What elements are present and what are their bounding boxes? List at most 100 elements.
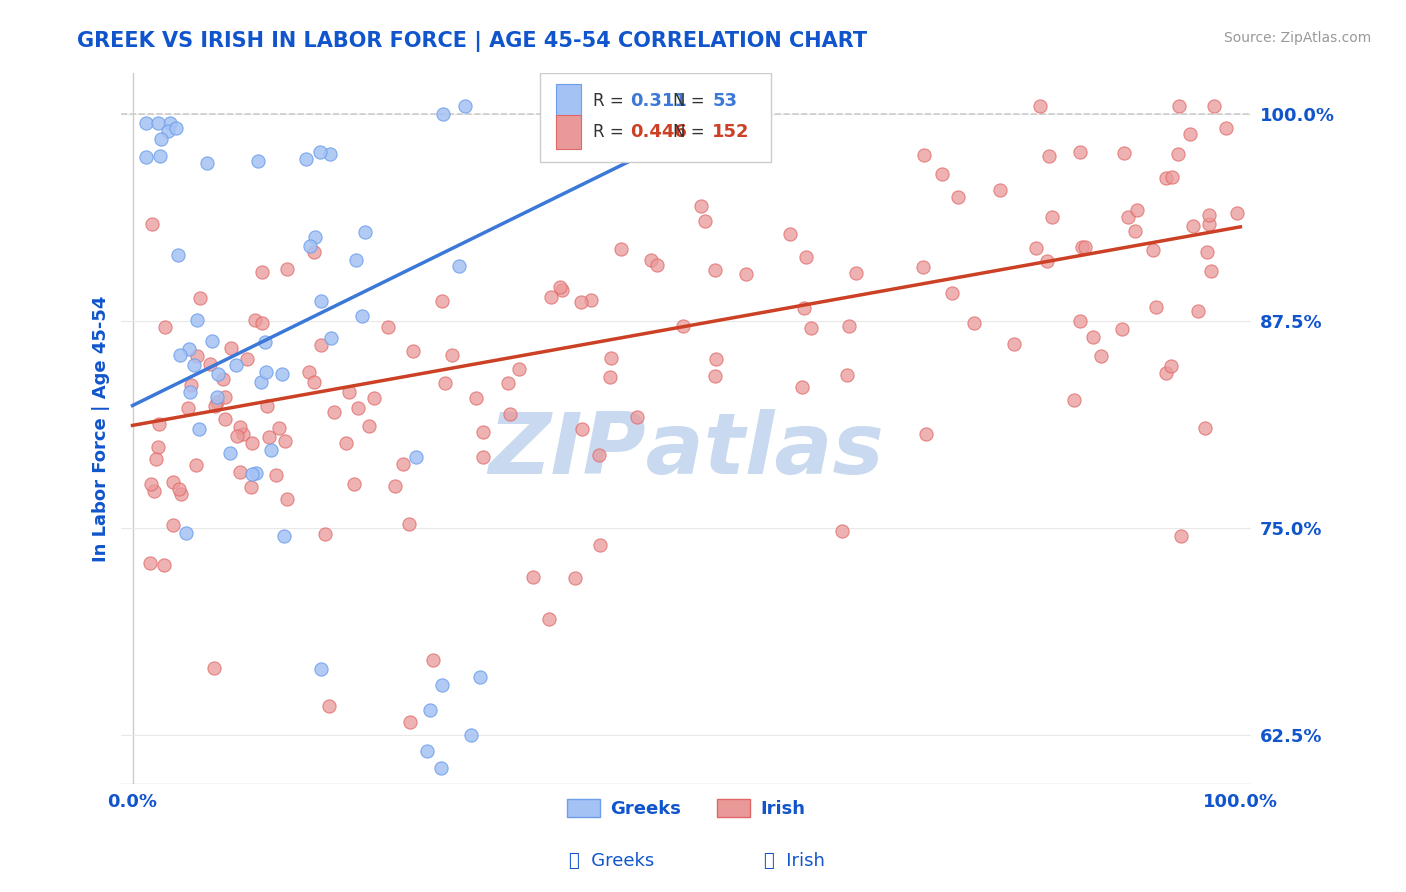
Point: [195, 156, 218, 170]
Point: [793, 301, 815, 315]
Point: [259, 430, 281, 444]
Text: GREEK VS IRISH IN LABOR FORCE | AGE 45-54 CORRELATION CHART: GREEK VS IRISH IN LABOR FORCE | AGE 45-5…: [77, 31, 868, 53]
Point: [260, 443, 283, 458]
Point: [1215, 120, 1237, 135]
FancyBboxPatch shape: [540, 73, 770, 162]
Point: [1226, 206, 1249, 220]
Point: [1160, 170, 1182, 185]
Point: [963, 316, 986, 330]
Point: [548, 280, 571, 294]
FancyBboxPatch shape: [557, 85, 581, 119]
Point: [135, 115, 157, 129]
Point: [146, 115, 169, 129]
Point: [239, 480, 262, 494]
Point: [337, 384, 360, 399]
Point: [1144, 301, 1167, 315]
Point: [146, 440, 169, 454]
Point: [250, 316, 273, 330]
Point: [229, 465, 252, 479]
Text: 0.446: 0.446: [630, 123, 686, 141]
Point: [1198, 217, 1220, 231]
Point: [250, 375, 273, 389]
Point: [911, 260, 934, 274]
Point: [471, 425, 494, 440]
Point: [704, 352, 727, 367]
Point: [564, 571, 586, 585]
Point: [266, 467, 288, 482]
Point: [430, 761, 453, 775]
Point: [184, 458, 207, 472]
Point: [141, 476, 163, 491]
Point: [1069, 145, 1091, 159]
Point: [319, 146, 342, 161]
Text: ZIP​atlas: ZIP​atlas: [488, 409, 884, 491]
Point: [179, 384, 201, 399]
Point: [838, 319, 860, 334]
Point: [1180, 127, 1202, 141]
Point: [174, 526, 197, 541]
Point: [145, 452, 167, 467]
Point: [540, 290, 562, 304]
Point: [186, 350, 208, 364]
Point: [354, 225, 377, 239]
Point: [276, 262, 298, 277]
Text: ⬜  Irish: ⬜ Irish: [763, 852, 825, 870]
Text: Source: ZipAtlas.com: Source: ZipAtlas.com: [1223, 31, 1371, 45]
Point: [240, 467, 263, 481]
Point: [188, 422, 211, 436]
Text: N =: N =: [673, 123, 710, 141]
Text: 0.311: 0.311: [630, 93, 686, 111]
Point: [201, 334, 224, 348]
Point: [156, 124, 179, 138]
Point: [508, 361, 530, 376]
Point: [779, 227, 801, 242]
Point: [183, 358, 205, 372]
Point: [468, 670, 491, 684]
Point: [276, 491, 298, 506]
Point: [214, 390, 236, 404]
Point: [250, 265, 273, 279]
Point: [1126, 202, 1149, 217]
Point: [245, 313, 267, 327]
Point: [792, 380, 814, 394]
Point: [1063, 393, 1085, 408]
Point: [350, 309, 373, 323]
Point: [309, 338, 332, 352]
Point: [298, 366, 321, 380]
Point: [1029, 99, 1052, 113]
Point: [1170, 529, 1192, 543]
Point: [167, 482, 190, 496]
Point: [153, 558, 176, 572]
Point: [430, 293, 453, 308]
Point: [309, 662, 332, 676]
Point: [304, 229, 326, 244]
Point: [499, 408, 522, 422]
Point: [1083, 330, 1105, 344]
Point: [432, 678, 454, 692]
Point: [447, 259, 470, 273]
Point: [232, 427, 254, 442]
Point: [236, 352, 259, 367]
Point: [139, 556, 162, 570]
Point: [460, 728, 482, 742]
Point: [159, 115, 181, 129]
Point: [569, 295, 592, 310]
Point: [1040, 210, 1063, 224]
Point: [153, 319, 176, 334]
Point: [599, 370, 621, 384]
Point: [1111, 322, 1133, 336]
Point: [309, 294, 332, 309]
Point: [188, 291, 211, 305]
Point: [454, 99, 477, 113]
Point: [588, 448, 610, 462]
Point: [344, 253, 367, 268]
Point: [931, 168, 953, 182]
Point: [270, 367, 292, 381]
Point: [377, 319, 399, 334]
Point: [1202, 99, 1225, 113]
Point: [1035, 253, 1057, 268]
Text: R =: R =: [593, 123, 628, 141]
Legend: Greeks, Irish: Greeks, Irish: [560, 791, 813, 825]
Point: [538, 612, 561, 626]
Point: [309, 145, 332, 159]
